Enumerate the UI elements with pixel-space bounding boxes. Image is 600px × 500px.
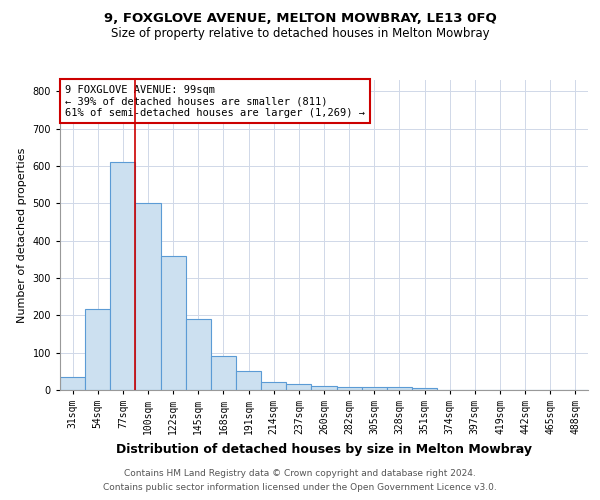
Bar bbox=[236, 370, 261, 390]
Bar bbox=[387, 387, 412, 390]
Bar bbox=[60, 377, 85, 390]
Bar bbox=[211, 356, 236, 390]
Bar bbox=[161, 256, 186, 390]
Bar bbox=[311, 386, 337, 390]
Bar bbox=[110, 162, 136, 390]
Text: Size of property relative to detached houses in Melton Mowbray: Size of property relative to detached ho… bbox=[110, 28, 490, 40]
Text: Contains public sector information licensed under the Open Government Licence v3: Contains public sector information licen… bbox=[103, 484, 497, 492]
X-axis label: Distribution of detached houses by size in Melton Mowbray: Distribution of detached houses by size … bbox=[116, 442, 532, 456]
Bar bbox=[261, 382, 286, 390]
Bar bbox=[362, 387, 387, 390]
Y-axis label: Number of detached properties: Number of detached properties bbox=[17, 148, 27, 322]
Bar bbox=[412, 388, 437, 390]
Bar bbox=[85, 308, 110, 390]
Text: Contains HM Land Registry data © Crown copyright and database right 2024.: Contains HM Land Registry data © Crown c… bbox=[124, 468, 476, 477]
Text: 9, FOXGLOVE AVENUE, MELTON MOWBRAY, LE13 0FQ: 9, FOXGLOVE AVENUE, MELTON MOWBRAY, LE13… bbox=[104, 12, 496, 26]
Text: 9 FOXGLOVE AVENUE: 99sqm
← 39% of detached houses are smaller (811)
61% of semi-: 9 FOXGLOVE AVENUE: 99sqm ← 39% of detach… bbox=[65, 84, 365, 118]
Bar bbox=[186, 319, 211, 390]
Bar bbox=[337, 387, 362, 390]
Bar bbox=[136, 204, 161, 390]
Bar bbox=[286, 384, 311, 390]
